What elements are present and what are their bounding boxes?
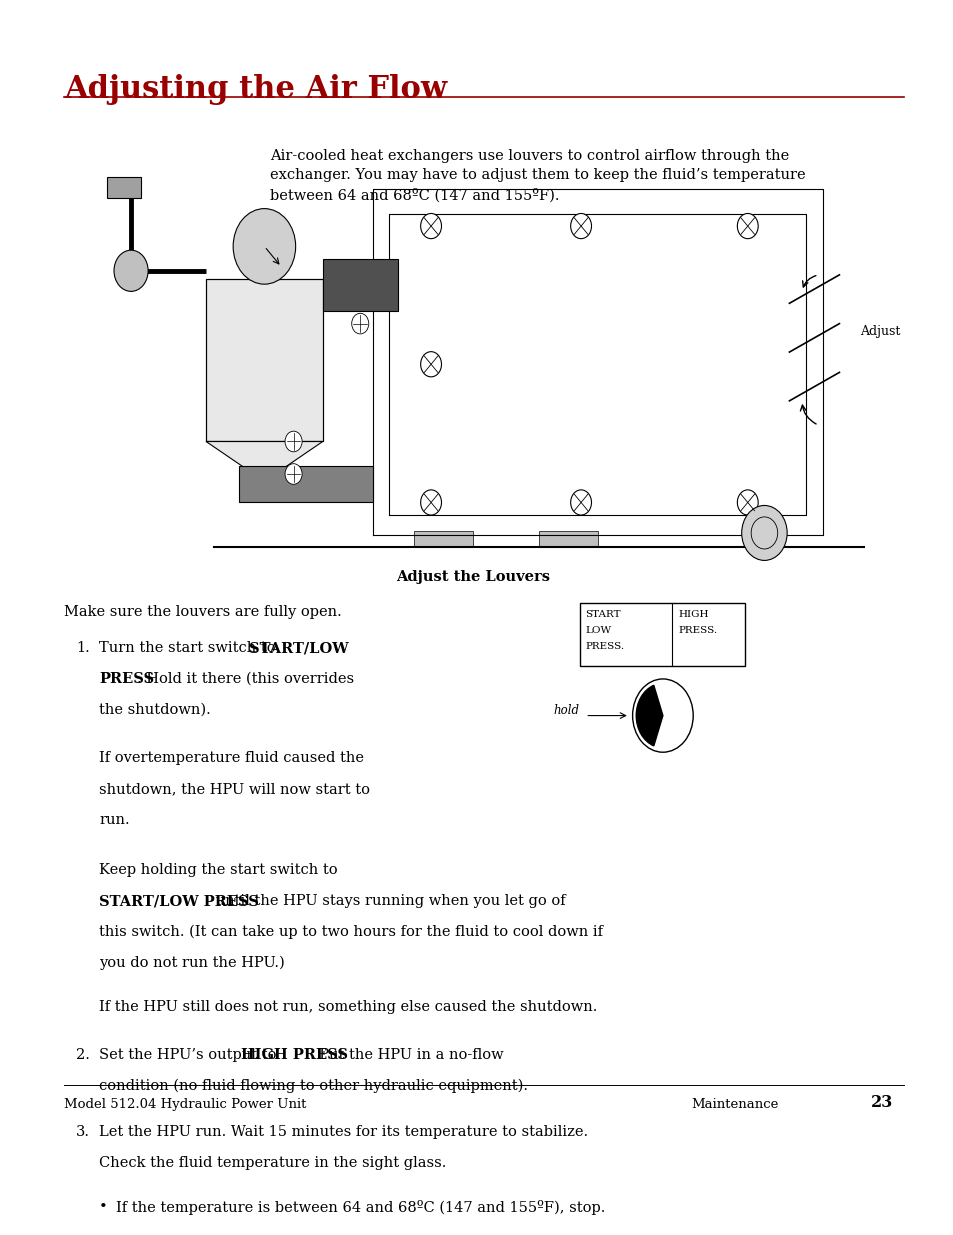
Circle shape (233, 209, 295, 284)
Text: PRESS.: PRESS. (584, 642, 623, 651)
Text: If the HPU still does not run, something else caused the shutdown.: If the HPU still does not run, something… (99, 999, 598, 1014)
Text: Adjust: Adjust (860, 325, 900, 338)
Text: until the HPU stays running when you let go of: until the HPU stays running when you let… (211, 894, 565, 908)
Text: Adjust the Louvers: Adjust the Louvers (396, 571, 550, 584)
Text: Maintenance: Maintenance (691, 1098, 778, 1110)
Polygon shape (206, 279, 322, 441)
Text: START: START (584, 610, 620, 619)
Circle shape (285, 463, 302, 484)
Text: PRESS.: PRESS. (678, 626, 717, 635)
Wedge shape (636, 685, 662, 746)
FancyBboxPatch shape (579, 604, 744, 667)
Text: START/LOW PRESS: START/LOW PRESS (99, 894, 259, 908)
Text: Let the HPU run. Wait 15 minutes for its temperature to stabilize.: Let the HPU run. Wait 15 minutes for its… (99, 1125, 588, 1140)
Text: the shutdown).: the shutdown). (99, 703, 211, 718)
Circle shape (570, 490, 591, 515)
Text: Keep holding the start switch to: Keep holding the start switch to (99, 863, 337, 877)
Text: 2.: 2. (75, 1047, 90, 1062)
Text: Check the fluid temperature in the sight glass.: Check the fluid temperature in the sight… (99, 1156, 446, 1171)
Polygon shape (538, 531, 598, 547)
Text: this switch. (It can take up to two hours for the fluid to cool down if: this switch. (It can take up to two hour… (99, 925, 603, 940)
Text: . Hold it there (this overrides: . Hold it there (this overrides (137, 672, 355, 687)
Circle shape (420, 214, 441, 238)
Polygon shape (206, 441, 322, 471)
Text: •: • (98, 1200, 107, 1214)
Circle shape (285, 431, 302, 452)
Circle shape (632, 679, 693, 752)
Text: run.: run. (99, 813, 130, 827)
Text: PRESS: PRESS (99, 672, 154, 687)
Circle shape (352, 314, 369, 333)
Polygon shape (108, 177, 140, 198)
Text: shutdown, the HPU will now start to: shutdown, the HPU will now start to (99, 782, 370, 797)
Text: 1.: 1. (75, 641, 90, 655)
Text: HIGH: HIGH (678, 610, 708, 619)
Text: Set the HPU’s output to: Set the HPU’s output to (99, 1047, 281, 1062)
Text: Adjusting the Air Flow: Adjusting the Air Flow (65, 74, 447, 105)
Text: you do not run the HPU.): you do not run the HPU.) (99, 956, 285, 971)
Text: Make sure the louvers are fully open.: Make sure the louvers are fully open. (65, 604, 342, 619)
Text: If overtemperature fluid caused the: If overtemperature fluid caused the (99, 751, 364, 764)
Circle shape (570, 214, 591, 238)
Text: hold: hold (553, 704, 579, 718)
Polygon shape (239, 466, 373, 503)
Text: Turn the start switch to: Turn the start switch to (99, 641, 280, 655)
Text: LOW: LOW (584, 626, 611, 635)
Text: Air-cooled heat exchangers use louvers to control airflow through the
exchanger.: Air-cooled heat exchangers use louvers t… (270, 149, 804, 203)
Circle shape (737, 490, 758, 515)
Polygon shape (414, 531, 473, 547)
Circle shape (737, 214, 758, 238)
Text: . Put the HPU in a no-flow: . Put the HPU in a no-flow (310, 1047, 503, 1062)
Text: condition (no fluid flowing to other hydraulic equipment).: condition (no fluid flowing to other hyd… (99, 1078, 528, 1093)
Polygon shape (322, 258, 397, 311)
Text: 3.: 3. (75, 1125, 90, 1140)
Text: Model 512.04 Hydraulic Power Unit: Model 512.04 Hydraulic Power Unit (65, 1098, 307, 1110)
Text: HIGH PRESS: HIGH PRESS (241, 1047, 348, 1062)
Circle shape (740, 505, 786, 561)
Text: START/LOW: START/LOW (249, 641, 349, 655)
Circle shape (114, 251, 148, 291)
Text: 23: 23 (870, 1093, 893, 1110)
Circle shape (420, 490, 441, 515)
Circle shape (420, 352, 441, 377)
Text: If the temperature is between 64 and 68ºC (147 and 155ºF), stop.: If the temperature is between 64 and 68º… (115, 1200, 604, 1215)
